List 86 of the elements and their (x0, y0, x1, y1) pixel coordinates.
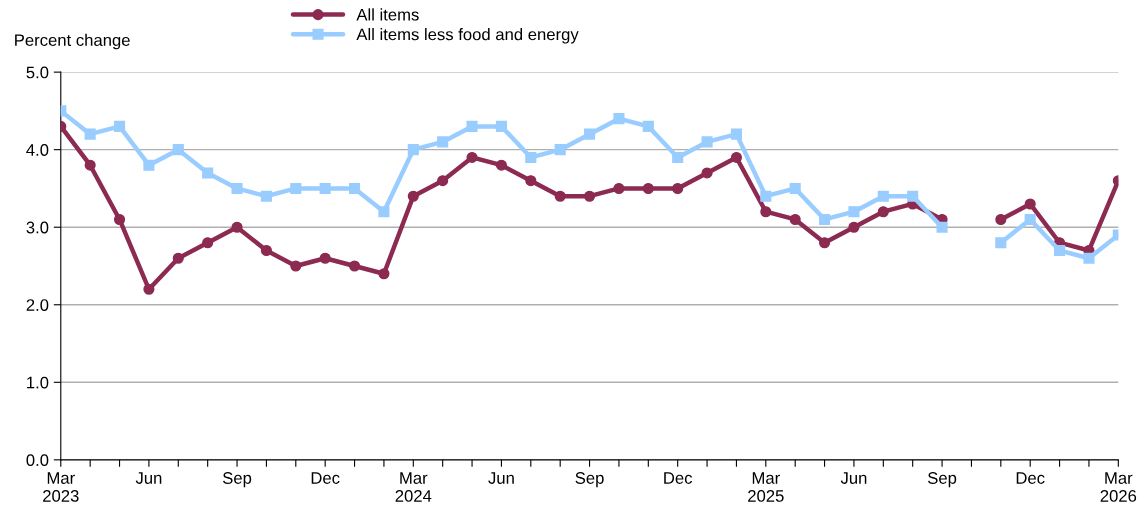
point (113, 213, 126, 226)
point (819, 237, 831, 249)
point (672, 151, 684, 163)
x-tick-label: Jun (488, 472, 514, 484)
point (495, 120, 507, 132)
point (84, 159, 96, 171)
x-tick-label: Dec (311, 472, 340, 484)
point (378, 206, 390, 218)
x-tick-label: Jun (135, 472, 162, 484)
point (407, 190, 419, 202)
point (260, 190, 272, 202)
point (554, 190, 566, 202)
y-tick-label: 1.0 (27, 376, 49, 389)
point (789, 213, 801, 226)
x-tick-label: Mar 2025 (748, 472, 784, 502)
point (378, 268, 390, 280)
point (1024, 213, 1036, 226)
point (202, 237, 214, 249)
point (143, 283, 155, 295)
point (525, 151, 537, 163)
point (554, 144, 566, 156)
point (877, 206, 889, 218)
x-tick-label: Sep (575, 472, 604, 488)
x-tick-label: Mar 2024 (395, 472, 432, 502)
x-tick-label: Sep (222, 472, 252, 488)
point (760, 206, 772, 218)
point (642, 182, 654, 195)
point (437, 136, 449, 148)
point (789, 182, 801, 195)
point (584, 190, 596, 202)
point (730, 128, 742, 140)
point (642, 120, 654, 132)
x-tick-label: Dec (664, 472, 693, 484)
point (172, 144, 184, 156)
y-tick-label: 4.0 (26, 144, 49, 156)
point (319, 252, 331, 264)
legend-label: All items less food and energy (356, 28, 579, 44)
point (407, 144, 419, 156)
y-tick-label: 2.0 (26, 299, 49, 311)
point (1054, 244, 1066, 257)
point (730, 151, 742, 163)
point (701, 167, 713, 179)
point (907, 190, 919, 202)
point (995, 213, 1007, 226)
point (701, 136, 713, 148)
point (760, 190, 772, 202)
point (848, 221, 860, 233)
y-tick-label: 3.0 (26, 221, 49, 234)
point (143, 159, 155, 171)
point (113, 120, 126, 132)
point (348, 182, 361, 195)
x-tick-label: Dec (1016, 472, 1045, 484)
point (172, 252, 184, 264)
point (877, 190, 889, 202)
point (613, 113, 625, 125)
point (525, 175, 537, 187)
legend-label: All items (356, 8, 419, 21)
point (202, 167, 214, 179)
point (495, 159, 507, 171)
point (437, 175, 449, 187)
point (1024, 198, 1036, 210)
point (672, 182, 684, 195)
point (584, 128, 596, 140)
point (819, 213, 831, 226)
point (290, 182, 302, 195)
x-tick-label: Jun (840, 472, 867, 484)
point (319, 182, 331, 195)
point (290, 260, 302, 272)
point (84, 128, 96, 140)
y-tick-label: 5.0 (26, 66, 49, 79)
point (348, 260, 361, 272)
point (231, 221, 243, 233)
y-axis-title: Percent change (15, 33, 130, 50)
point (1083, 252, 1095, 264)
point (848, 206, 860, 218)
point (995, 237, 1007, 249)
point (936, 221, 948, 233)
y-tick-label: 0.0 (26, 454, 49, 467)
point (466, 120, 478, 132)
point (260, 244, 272, 257)
point (613, 182, 625, 195)
point (231, 182, 243, 195)
x-tick-label: Sep (928, 472, 957, 488)
x-tick-label: Mar 2026 (1100, 472, 1137, 502)
x-tick-label: Mar 2023 (43, 472, 79, 502)
point (466, 151, 478, 163)
